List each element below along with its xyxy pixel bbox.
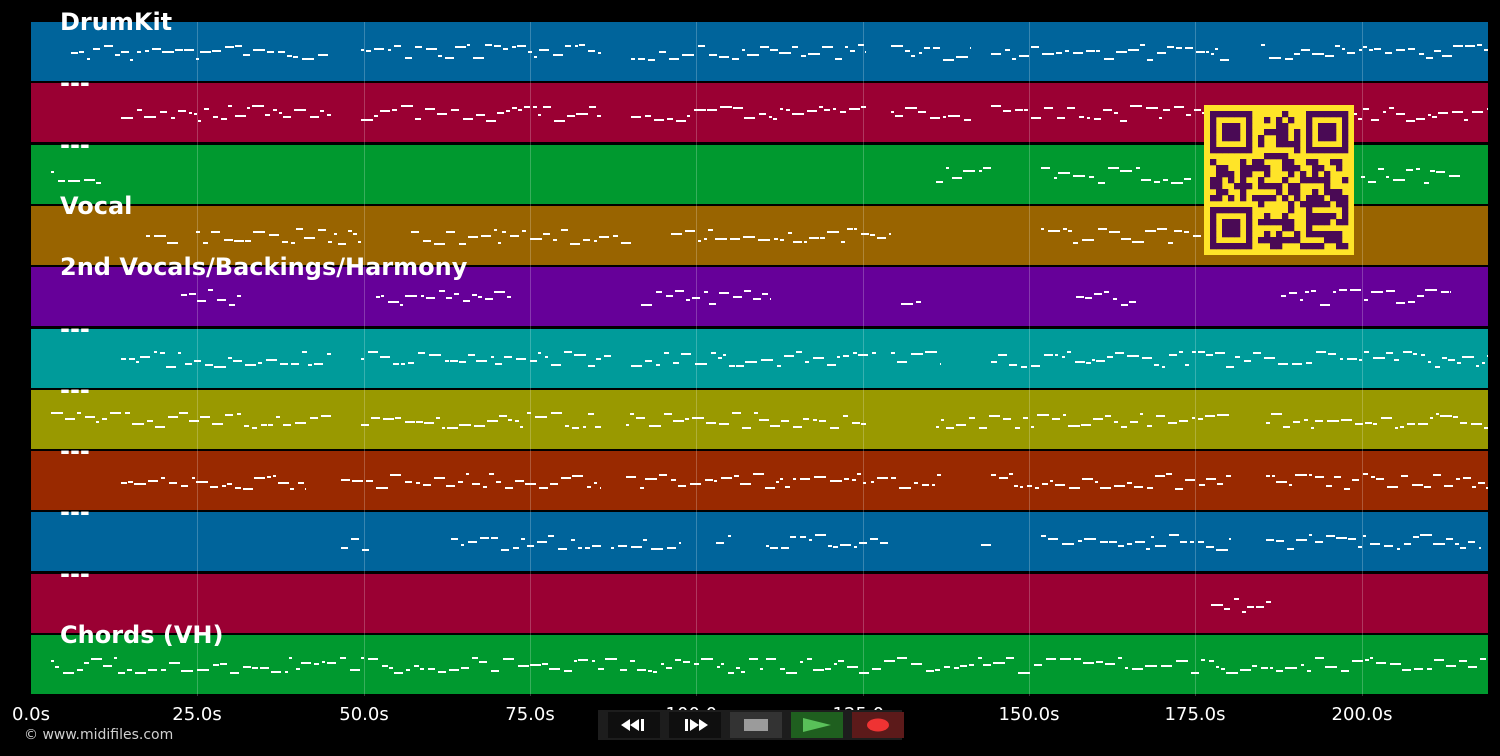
- track-label: ---: [60, 69, 90, 97]
- track-label: Chords (VH): [60, 621, 224, 649]
- record-button[interactable]: [852, 712, 904, 738]
- grid-line: [1362, 22, 1363, 696]
- track-notes: [71, 44, 1488, 61]
- qr-code: [1204, 105, 1354, 255]
- track-notes: [146, 228, 1201, 245]
- track-label: Vocal: [60, 192, 133, 220]
- grid-line: [197, 22, 198, 696]
- time-tick-label: 200.0s: [1331, 704, 1393, 725]
- track-label: ---: [60, 437, 90, 465]
- track-notes: [1211, 598, 1271, 613]
- time-tick-label: 175.0s: [1164, 704, 1226, 725]
- track-lane[interactable]: [31, 329, 1488, 388]
- fast-forward-icon: [685, 719, 708, 731]
- track-lane[interactable]: [31, 574, 1488, 633]
- track-notes: [51, 167, 1460, 184]
- track-label: ---: [60, 131, 90, 159]
- track-label: ---: [60, 560, 90, 588]
- track-label: ---: [60, 498, 90, 526]
- grid-line: [696, 22, 697, 696]
- track-notes: [181, 289, 1451, 306]
- track-lane[interactable]: [31, 22, 1488, 81]
- time-tick-label: 0.0s: [11, 704, 51, 725]
- track-label: ---: [60, 376, 90, 404]
- rewind-icon: [621, 719, 644, 731]
- track-lane[interactable]: [31, 451, 1488, 510]
- time-tick-label: 25.0s: [172, 704, 222, 725]
- grid-line: [1029, 22, 1030, 696]
- grid-line: [863, 22, 864, 696]
- grid-line: [364, 22, 365, 696]
- record-icon: [867, 718, 889, 732]
- fast-forward-button[interactable]: [669, 712, 721, 738]
- track-notes: [51, 412, 1488, 429]
- time-tick-label: 150.0s: [998, 704, 1060, 725]
- track-notes: [121, 351, 1488, 368]
- track-notes: [51, 657, 1486, 674]
- track-lane[interactable]: [31, 635, 1488, 694]
- stop-button[interactable]: [730, 712, 782, 738]
- rewind-button[interactable]: [608, 712, 660, 738]
- track-lane[interactable]: [31, 390, 1488, 449]
- time-tick-label: 50.0s: [339, 704, 389, 725]
- track-label: 2nd Vocals/Backings/Harmony: [60, 253, 468, 281]
- transport-controls: [598, 710, 904, 740]
- play-icon: [803, 718, 831, 732]
- track-lane[interactable]: [31, 267, 1488, 326]
- track-label: DrumKit: [60, 8, 173, 36]
- track-lane[interactable]: [31, 512, 1488, 571]
- grid-line: [530, 22, 531, 696]
- stop-icon: [744, 719, 768, 731]
- track-notes: [121, 473, 1488, 490]
- play-button[interactable]: [791, 712, 843, 738]
- copyright-text: © www.midifiles.com: [24, 727, 174, 743]
- time-tick-label: 75.0s: [505, 704, 555, 725]
- grid-line: [1195, 22, 1196, 696]
- track-notes: [341, 534, 1481, 551]
- track-label: ---: [60, 315, 90, 343]
